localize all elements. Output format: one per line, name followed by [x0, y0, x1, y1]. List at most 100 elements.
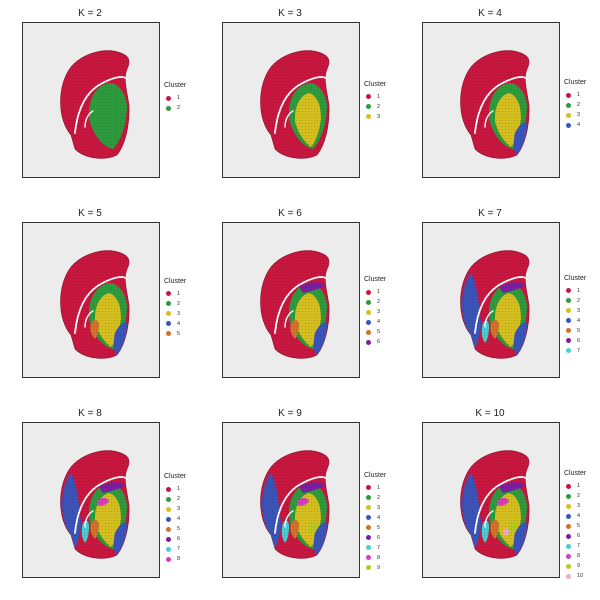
legend-label: 6: [577, 533, 581, 539]
legend-label: 2: [377, 299, 381, 305]
legend-label: 2: [177, 300, 181, 307]
legend-item: 5: [364, 523, 400, 533]
spot-texture: [460, 50, 530, 159]
legend: Cluster 1 2 3 4 5: [164, 278, 200, 339]
legend-swatch: [566, 318, 571, 323]
cluster-panel: K = 8 Cluster 1 2 3 4 5 6 7 8: [0, 400, 200, 600]
legend-swatch: [366, 505, 371, 510]
legend-item: 1: [164, 93, 200, 103]
legend-swatch: [166, 95, 171, 101]
spot-texture: [60, 250, 130, 359]
legend-swatch: [366, 309, 371, 315]
legend-swatch: [366, 525, 371, 530]
legend-item: 1: [564, 481, 600, 491]
legend-swatch: [166, 516, 171, 522]
spot-texture: [260, 50, 330, 159]
legend-item: 1: [564, 90, 600, 100]
legend-item: 2: [564, 296, 600, 306]
legend-label: 2: [577, 493, 581, 499]
legend-label: 4: [177, 320, 181, 327]
legend-label: 6: [177, 536, 181, 542]
legend-item: 3: [364, 307, 400, 317]
legend-title: Cluster: [164, 82, 187, 89]
panel-title: K = 2: [78, 8, 102, 19]
legend-swatch: [366, 545, 371, 550]
legend-item: 4: [564, 120, 600, 130]
legend-title: Cluster: [164, 277, 187, 285]
cluster-panel: K = 2 Cluster 1 2: [0, 0, 200, 200]
legend-swatch: [366, 339, 371, 345]
legend: Cluster 1 2 3: [364, 81, 400, 122]
legend-item: 8: [164, 554, 200, 564]
legend: Cluster 1 2: [164, 82, 200, 113]
legend: Cluster 1 2 3 4 5 6: [364, 276, 400, 347]
legend-item: 5: [564, 521, 600, 531]
legend-item: 3: [564, 501, 600, 511]
legend-label: 9: [577, 563, 581, 569]
brain-svg: [460, 250, 530, 359]
legend-swatch: [566, 288, 571, 293]
brain-section: [460, 250, 530, 359]
legend-label: 4: [377, 514, 381, 521]
legend-label: 2: [177, 496, 181, 502]
legend-item: 7: [364, 543, 400, 553]
legend-title: Cluster: [564, 79, 587, 86]
brain-svg: [460, 50, 530, 159]
spatial-plot: [222, 222, 360, 378]
legend-label: 10: [577, 573, 584, 579]
legend-label: 7: [377, 544, 381, 551]
spatial-plot: [22, 422, 160, 578]
cluster-panel: K = 7 Cluster 1 2 3 4 5 6 7: [400, 200, 600, 400]
legend-swatch: [566, 503, 571, 509]
legend-swatch: [166, 105, 171, 111]
cluster-panel: K = 6 Cluster 1 2 3 4 5 6: [200, 200, 400, 400]
panel-title: K = 7: [478, 208, 502, 219]
legend-item: 6: [364, 337, 400, 347]
legend-item: 3: [564, 110, 600, 120]
legend-item: 3: [164, 504, 200, 514]
legend-item: 7: [164, 544, 200, 554]
legend-item: 2: [164, 494, 200, 504]
legend: Cluster 1 2 3 4: [564, 79, 600, 130]
legend: Cluster 1 2 3 4 5 6 7 8 9: [364, 472, 400, 573]
legend-swatch: [366, 495, 371, 500]
brain-section: [60, 50, 130, 159]
legend-label: 1: [377, 484, 381, 491]
panel-title: K = 4: [478, 8, 502, 19]
legend-item: 1: [364, 483, 400, 493]
legend-swatch: [366, 104, 371, 109]
legend-item: 8: [564, 551, 600, 561]
spot-texture: [60, 50, 130, 159]
legend-item: 7: [564, 346, 600, 356]
legend-item: 3: [364, 112, 400, 122]
legend-swatch: [366, 565, 371, 570]
legend-swatch: [566, 308, 571, 313]
legend-item: 10: [564, 571, 600, 581]
legend-swatch: [166, 486, 171, 492]
legend-label: 8: [177, 556, 181, 562]
legend-title: Cluster: [364, 471, 387, 479]
legend-item: 6: [564, 531, 600, 541]
legend-swatch: [366, 289, 371, 295]
legend-swatch: [166, 526, 171, 532]
legend-label: 5: [177, 330, 181, 337]
legend-label: 1: [377, 289, 381, 295]
legend-swatch: [366, 114, 371, 119]
legend-swatch: [566, 348, 571, 353]
cluster-panel: K = 3 Cluster 1 2 3: [200, 0, 400, 200]
legend-swatch: [366, 485, 371, 490]
legend-item: 1: [164, 289, 200, 299]
legend-label: 1: [177, 290, 181, 297]
legend-label: 3: [177, 310, 181, 317]
legend-item: 5: [564, 326, 600, 336]
legend-item: 5: [364, 327, 400, 337]
brain-svg: [260, 250, 330, 359]
brain-svg: [260, 450, 330, 559]
legend-label: 1: [577, 483, 581, 489]
legend-title: Cluster: [564, 274, 587, 282]
legend-label: 6: [377, 534, 381, 541]
legend-label: 5: [377, 329, 381, 335]
legend-item: 5: [164, 329, 200, 339]
legend-item: 1: [364, 92, 400, 102]
legend-swatch: [366, 329, 371, 335]
